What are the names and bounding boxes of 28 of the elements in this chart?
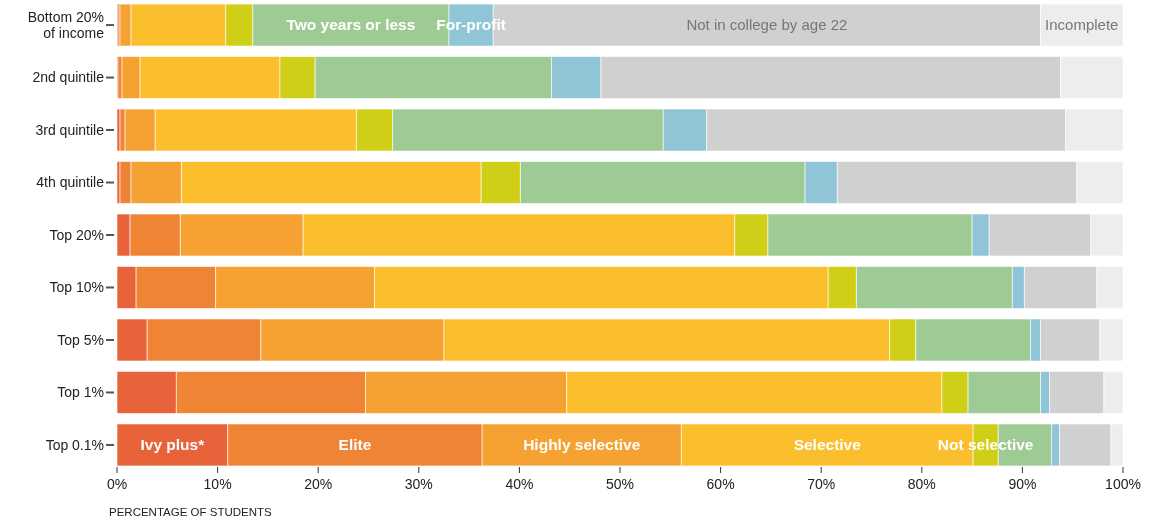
x-tick-label: 100%: [1105, 476, 1141, 492]
series-label: Ivy plus*: [140, 436, 206, 454]
x-tick-label: 60%: [706, 476, 735, 492]
x-tick-label: 50%: [605, 476, 635, 492]
y-tick-label: Top 20%: [49, 226, 104, 243]
series-label: Selective: [793, 436, 862, 454]
x-tick-label: 0%: [106, 476, 128, 492]
y-tick-label: Top 10%: [49, 279, 104, 296]
series-label: Elite: [338, 436, 372, 454]
series-label: Two years or less: [286, 16, 416, 34]
x-tick-label: 10%: [203, 476, 232, 492]
y-tick-label: Top 1%: [57, 384, 104, 401]
series-label: Not in college by age 22: [686, 16, 848, 34]
x-tick-label: 20%: [304, 476, 333, 492]
x-tick-label: 40%: [505, 476, 534, 492]
series-label: Incomplete: [1045, 16, 1119, 34]
x-tick-label: 30%: [404, 476, 433, 492]
y-tick-label: 4th quintile: [36, 174, 105, 191]
x-axis-title: PERCENTAGE OF STUDENTS: [109, 506, 273, 518]
x-tick-label: 80%: [907, 476, 936, 492]
y-tick-label: Top 0.1%: [45, 436, 104, 453]
x-tick-label: 90%: [1008, 476, 1037, 492]
y-tick-label: Bottom 20% of income: [27, 8, 105, 41]
x-tick-label: 70%: [807, 476, 836, 492]
y-tick-label: 2nd quintile: [32, 69, 105, 86]
series-label: Highly selective: [523, 436, 641, 454]
y-tick-label: Top 5%: [57, 331, 104, 348]
y-tick-label: 3rd quintile: [35, 121, 105, 138]
